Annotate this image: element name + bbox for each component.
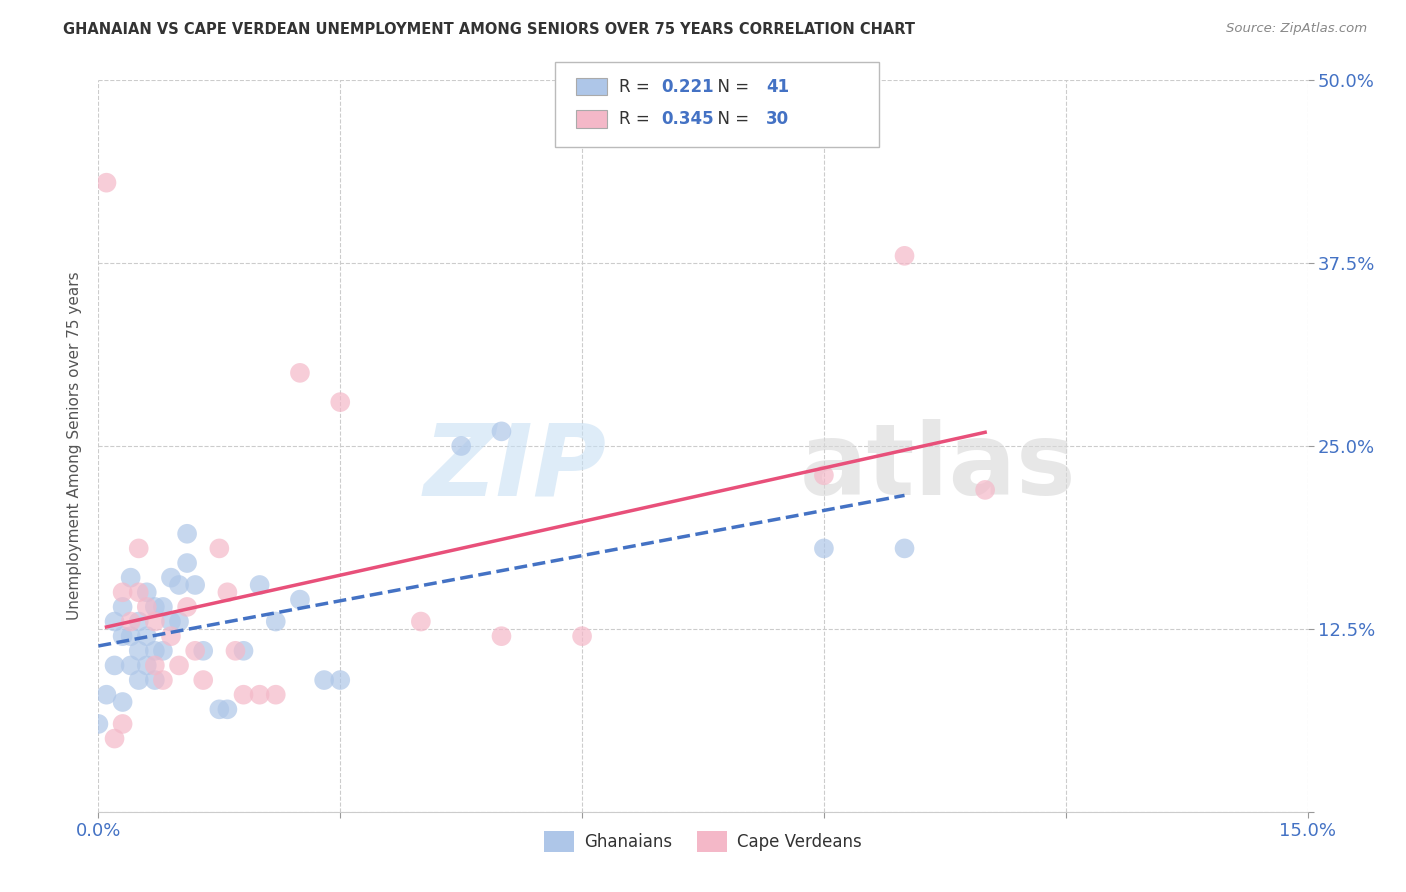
Point bbox=[813, 541, 835, 556]
Point bbox=[143, 658, 166, 673]
Point bbox=[184, 644, 207, 658]
Legend: Ghanaians, Cape Verdeans: Ghanaians, Cape Verdeans bbox=[537, 824, 869, 858]
Point bbox=[152, 599, 174, 614]
Point bbox=[167, 615, 190, 629]
Point bbox=[120, 615, 142, 629]
Point bbox=[87, 717, 110, 731]
Point bbox=[111, 695, 134, 709]
Point bbox=[813, 468, 835, 483]
Point bbox=[193, 673, 215, 687]
Point bbox=[111, 599, 134, 614]
Point bbox=[217, 702, 239, 716]
Point bbox=[103, 615, 125, 629]
Point bbox=[893, 249, 915, 263]
Point bbox=[329, 673, 352, 687]
Point bbox=[143, 599, 166, 614]
Point bbox=[264, 688, 287, 702]
Point bbox=[152, 644, 174, 658]
Point bbox=[450, 439, 472, 453]
Point bbox=[249, 688, 271, 702]
Point bbox=[893, 541, 915, 556]
Point bbox=[135, 629, 157, 643]
Point bbox=[128, 615, 150, 629]
Point bbox=[128, 541, 150, 556]
Point bbox=[143, 615, 166, 629]
Y-axis label: Unemployment Among Seniors over 75 years: Unemployment Among Seniors over 75 years bbox=[67, 272, 83, 620]
Point bbox=[152, 673, 174, 687]
Text: 30: 30 bbox=[766, 110, 789, 128]
Point bbox=[208, 702, 231, 716]
Point bbox=[120, 571, 142, 585]
Point bbox=[232, 688, 254, 702]
Point bbox=[111, 717, 134, 731]
Point bbox=[111, 629, 134, 643]
Text: R =: R = bbox=[619, 110, 655, 128]
Point bbox=[128, 673, 150, 687]
Point bbox=[135, 599, 157, 614]
Point bbox=[160, 629, 183, 643]
Point bbox=[143, 673, 166, 687]
Point bbox=[135, 658, 157, 673]
Point bbox=[167, 658, 190, 673]
Point bbox=[217, 585, 239, 599]
Point bbox=[120, 629, 142, 643]
Point bbox=[193, 644, 215, 658]
Point bbox=[571, 629, 593, 643]
Point bbox=[176, 526, 198, 541]
Text: N =: N = bbox=[707, 78, 755, 95]
Point bbox=[111, 585, 134, 599]
Point bbox=[135, 585, 157, 599]
Point bbox=[176, 556, 198, 570]
Point bbox=[103, 658, 125, 673]
Point bbox=[264, 615, 287, 629]
Point bbox=[128, 644, 150, 658]
Point bbox=[409, 615, 432, 629]
Point bbox=[314, 673, 336, 687]
Point bbox=[128, 585, 150, 599]
Point bbox=[208, 541, 231, 556]
Text: 41: 41 bbox=[766, 78, 789, 95]
Point bbox=[143, 644, 166, 658]
Point bbox=[491, 425, 513, 439]
Point bbox=[160, 615, 183, 629]
Text: atlas: atlas bbox=[800, 419, 1077, 516]
Point bbox=[491, 629, 513, 643]
Point bbox=[329, 395, 352, 409]
Point bbox=[96, 688, 118, 702]
Text: Source: ZipAtlas.com: Source: ZipAtlas.com bbox=[1226, 22, 1367, 36]
Point bbox=[974, 483, 997, 497]
Text: 0.221: 0.221 bbox=[661, 78, 713, 95]
Point bbox=[288, 592, 311, 607]
Text: R =: R = bbox=[619, 78, 655, 95]
Point bbox=[96, 176, 118, 190]
Point bbox=[103, 731, 125, 746]
Point bbox=[184, 578, 207, 592]
Point bbox=[160, 571, 183, 585]
Text: N =: N = bbox=[707, 110, 755, 128]
Point bbox=[224, 644, 246, 658]
Point bbox=[249, 578, 271, 592]
Point bbox=[167, 578, 190, 592]
Text: 0.345: 0.345 bbox=[661, 110, 713, 128]
Point bbox=[120, 658, 142, 673]
Text: GHANAIAN VS CAPE VERDEAN UNEMPLOYMENT AMONG SENIORS OVER 75 YEARS CORRELATION CH: GHANAIAN VS CAPE VERDEAN UNEMPLOYMENT AM… bbox=[63, 22, 915, 37]
Point bbox=[232, 644, 254, 658]
Point bbox=[176, 599, 198, 614]
Point bbox=[288, 366, 311, 380]
Text: ZIP: ZIP bbox=[423, 419, 606, 516]
